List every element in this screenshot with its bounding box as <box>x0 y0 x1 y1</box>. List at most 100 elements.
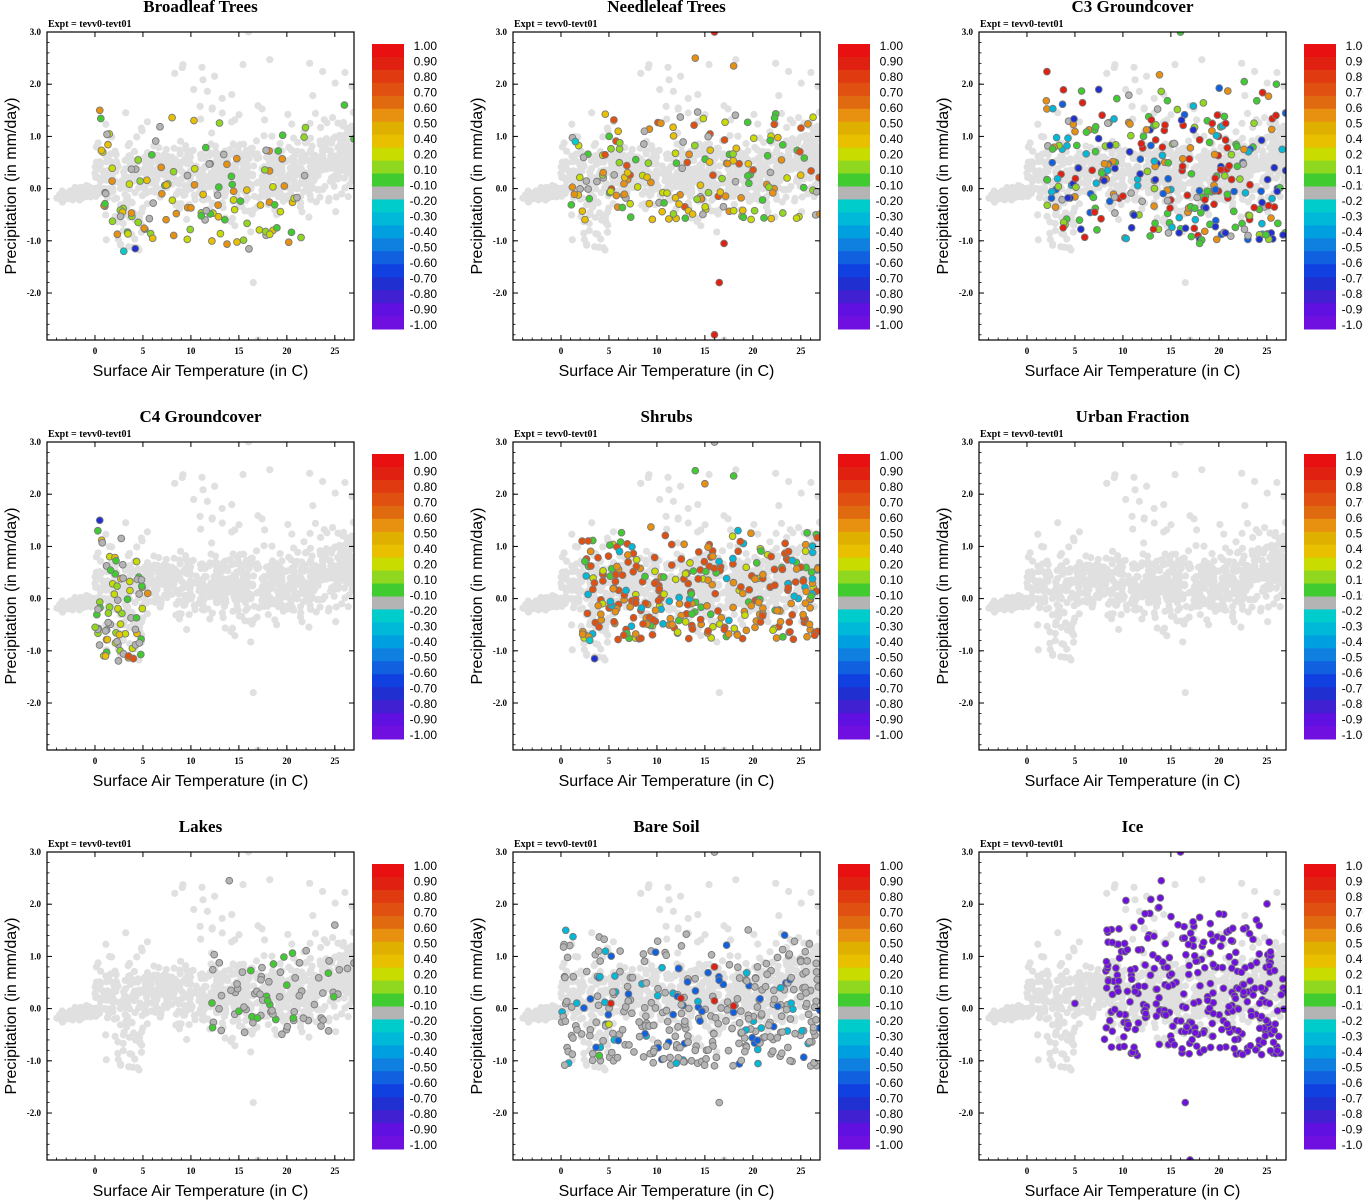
scatter-point <box>1048 104 1057 113</box>
scatter-point <box>1227 150 1236 159</box>
scatter-point-background <box>696 161 704 169</box>
scatter-point-background <box>328 523 337 532</box>
scatter-point-background <box>243 574 252 582</box>
scatter-point-background <box>580 235 588 244</box>
scatter-point <box>1112 94 1121 103</box>
scatter-point-background <box>1046 235 1054 244</box>
scatter-point-background <box>1205 211 1213 219</box>
scatter-point-background <box>133 133 141 141</box>
x-tick-label: 5 <box>141 346 146 356</box>
scatter-point <box>1175 228 1183 237</box>
scatter-point-background <box>180 190 188 199</box>
scatter-point <box>278 155 287 163</box>
scatter-point <box>1130 211 1138 219</box>
scatter-point-background <box>61 191 70 199</box>
scatter-point-background <box>268 132 276 140</box>
colorbar-swatch <box>1304 212 1336 226</box>
scatter-point-background <box>278 557 286 565</box>
scatter-point <box>243 186 251 194</box>
scatter-point-background <box>218 609 226 617</box>
scatter-point-background <box>206 615 214 623</box>
scatter-point <box>168 196 177 205</box>
y-tick-label: 0.0 <box>30 184 42 194</box>
scatter-point-background <box>195 587 203 595</box>
scatter-point <box>131 244 140 253</box>
colorbar-label: 1.00 <box>880 39 904 53</box>
scatter-point-background <box>102 120 110 128</box>
colorbar-swatch <box>1304 121 1336 136</box>
scatter-point <box>215 119 224 127</box>
colorbar-label: -0.30 <box>410 210 438 224</box>
scatter-point-background <box>1117 200 1125 209</box>
scatter-point-background <box>242 595 250 603</box>
colorbar-swatch <box>838 82 870 97</box>
scatter-point-background <box>85 183 93 191</box>
scatter-point <box>1158 143 1167 152</box>
scatter-point-background <box>236 561 244 569</box>
scatter-point <box>125 180 134 188</box>
colorbar-swatch <box>838 264 870 278</box>
scatter-point-background <box>80 187 88 196</box>
scatter-point-background <box>213 176 221 184</box>
scatter-point <box>745 179 753 188</box>
colorbar-swatch <box>838 225 870 239</box>
scatter-point <box>1155 70 1164 79</box>
scatter-point <box>1267 125 1276 134</box>
scatter-point <box>103 130 111 139</box>
scatter-point-background <box>756 176 764 184</box>
scatter-point-background <box>591 213 599 221</box>
colorbar-swatch <box>838 121 870 136</box>
scatter-points <box>985 32 1286 340</box>
scatter-point <box>631 155 640 164</box>
scatter-point <box>1273 187 1282 196</box>
scatter-point-background <box>1167 111 1175 119</box>
scatter-point-background <box>292 573 300 581</box>
scatter-point <box>606 187 615 196</box>
scatter-point <box>1059 223 1068 232</box>
scatter-point-background <box>71 183 79 192</box>
scatter-point <box>1236 175 1244 183</box>
scatter-point-background <box>261 116 269 124</box>
scatter-point-background <box>331 543 339 551</box>
scatter-point-background <box>1236 184 1244 192</box>
scatter-point-background <box>1110 63 1118 72</box>
scatter-point-background <box>789 138 797 147</box>
scatter-point-background <box>165 160 173 168</box>
scatter-point-background <box>284 586 292 594</box>
scatter-point-background <box>210 482 219 490</box>
scatter-point <box>626 213 635 221</box>
scatter-point-background <box>252 547 261 555</box>
scatter-point <box>131 625 140 634</box>
scatter-point-background <box>1202 168 1210 176</box>
scatter-point-background <box>1082 142 1090 150</box>
colorbar-swatch <box>1304 186 1336 200</box>
scatter-point-background <box>292 163 300 171</box>
scatter-point-background <box>271 189 279 198</box>
scatter-point <box>214 183 223 191</box>
scatter-point <box>270 200 279 209</box>
scatter-point <box>1052 133 1061 142</box>
scatter-point-background <box>332 603 340 611</box>
scatter-point <box>113 596 122 605</box>
colorbar-swatch <box>1304 290 1336 304</box>
scatter-point-background <box>1250 67 1259 76</box>
scatter-point-background <box>183 625 191 634</box>
colorbar-swatch <box>372 121 404 136</box>
scatter-point <box>770 114 779 122</box>
scatter-point-background <box>208 539 216 547</box>
colorbar-label: -0.60 <box>1342 256 1363 270</box>
scatter-point-background <box>679 176 687 184</box>
scatter-point <box>223 240 231 248</box>
colorbar-swatch <box>838 212 870 226</box>
scatter-point-background <box>556 186 564 194</box>
scatter-point <box>1212 131 1221 140</box>
scatter-point-background <box>1034 185 1042 193</box>
scatter-point-background <box>1103 69 1111 77</box>
y-tick-label: 3.0 <box>962 27 974 37</box>
scatter-point-background <box>168 153 176 161</box>
scatter-point-background <box>311 109 320 117</box>
scatter-point-background <box>228 588 236 597</box>
scatter-point-background <box>675 171 683 179</box>
scatter-point <box>739 213 748 222</box>
scatter-point-background <box>755 184 763 192</box>
